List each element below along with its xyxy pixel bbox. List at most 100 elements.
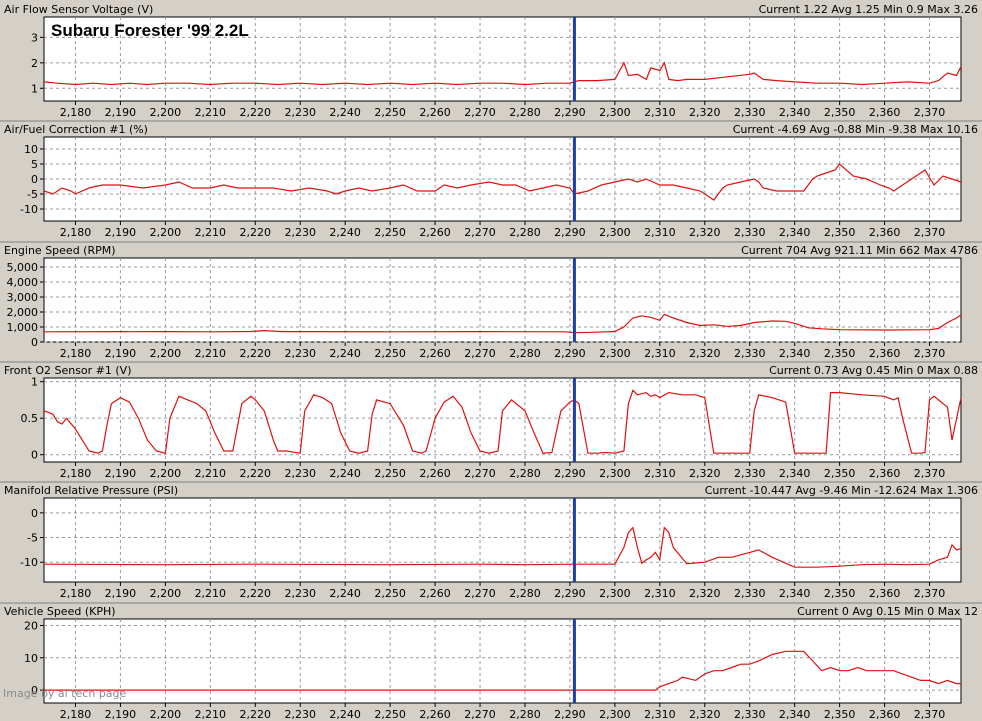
- y-tick-label: 2,000: [7, 306, 39, 319]
- y-tick-label: 5: [31, 158, 38, 171]
- x-tick-label: 2,330: [734, 467, 766, 480]
- x-tick-label: 2,290: [554, 708, 586, 721]
- x-tick-label: 2,250: [374, 226, 406, 239]
- y-tick-label: -5: [27, 188, 38, 201]
- x-tick-label: 2,260: [419, 708, 451, 721]
- x-tick-label: 2,330: [734, 587, 766, 600]
- x-tick-label: 2,310: [644, 708, 676, 721]
- x-tick-label: 2,190: [105, 347, 137, 360]
- x-tick-label: 2,350: [824, 587, 856, 600]
- x-tick-label: 2,310: [644, 226, 676, 239]
- x-tick-label: 2,250: [374, 708, 406, 721]
- y-tick-label: 0: [31, 507, 38, 520]
- x-tick-label: 2,190: [105, 467, 137, 480]
- y-tick-label: 2: [31, 57, 38, 70]
- x-tick-label: 2,250: [374, 467, 406, 480]
- x-tick-label: 2,180: [60, 587, 92, 600]
- x-tick-label: 2,370: [914, 467, 946, 480]
- x-tick-label: 2,270: [464, 347, 496, 360]
- x-tick-label: 2,260: [419, 106, 451, 119]
- x-tick-label: 2,280: [509, 708, 541, 721]
- x-tick-label: 2,290: [554, 106, 586, 119]
- y-tick-label: 0: [31, 336, 38, 349]
- x-tick-label: 2,220: [240, 467, 272, 480]
- x-tick-label: 2,320: [689, 347, 721, 360]
- panel-title: Manifold Relative Pressure (PSI): [4, 484, 178, 497]
- series-line: [43, 389, 962, 454]
- x-tick-label: 2,180: [60, 467, 92, 480]
- x-tick-label: 2,360: [869, 106, 901, 119]
- x-tick-label: 2,300: [599, 106, 631, 119]
- x-tick-label: 2,370: [914, 226, 946, 239]
- panel-title: Vehicle Speed (KPH): [4, 605, 116, 618]
- x-tick-label: 2,360: [869, 587, 901, 600]
- x-tick-label: 2,370: [914, 708, 946, 721]
- x-tick-label: 2,300: [599, 467, 631, 480]
- x-tick-label: 2,180: [60, 226, 92, 239]
- chart-main-title: Subaru Forester '99 2.2L: [51, 21, 249, 40]
- x-tick-label: 2,200: [150, 708, 182, 721]
- x-tick-label: 2,240: [329, 106, 361, 119]
- x-tick-label: 2,180: [60, 106, 92, 119]
- x-tick-label: 2,330: [734, 106, 766, 119]
- x-tick-label: 2,330: [734, 708, 766, 721]
- x-tick-label: 2,210: [195, 226, 227, 239]
- y-tick-label: 10: [24, 652, 38, 665]
- x-tick-label: 2,370: [914, 347, 946, 360]
- x-tick-label: 2,220: [240, 106, 272, 119]
- x-tick-label: 2,230: [284, 106, 316, 119]
- x-tick-label: 2,280: [509, 587, 541, 600]
- x-tick-label: 2,300: [599, 708, 631, 721]
- x-tick-label: 2,370: [914, 587, 946, 600]
- x-tick-label: 2,320: [689, 106, 721, 119]
- x-tick-label: 2,250: [374, 587, 406, 600]
- y-tick-label: 0: [31, 449, 38, 462]
- x-tick-label: 2,260: [419, 226, 451, 239]
- x-tick-label: 2,340: [779, 347, 811, 360]
- x-tick-label: 2,280: [509, 347, 541, 360]
- x-tick-label: 2,290: [554, 587, 586, 600]
- x-tick-label: 2,240: [329, 587, 361, 600]
- x-tick-label: 2,330: [734, 226, 766, 239]
- x-tick-label: 2,270: [464, 106, 496, 119]
- x-tick-label: 2,200: [150, 106, 182, 119]
- x-tick-label: 2,210: [195, 467, 227, 480]
- y-tick-label: 1: [31, 82, 38, 95]
- x-tick-label: 2,360: [869, 347, 901, 360]
- panel-stats: Current 0 Avg 0.15 Min 0 Max 12: [797, 605, 978, 618]
- x-tick-label: 2,240: [329, 226, 361, 239]
- y-tick-label: -10: [20, 556, 38, 569]
- x-tick-label: 2,340: [779, 106, 811, 119]
- x-tick-label: 2,320: [689, 587, 721, 600]
- panel-stats: Current 704 Avg 921.11 Min 662 Max 4786: [741, 244, 978, 257]
- series-line: [43, 526, 962, 568]
- x-tick-label: 2,310: [644, 106, 676, 119]
- series-line: [43, 313, 962, 334]
- x-tick-label: 2,340: [779, 467, 811, 480]
- x-tick-label: 2,300: [599, 226, 631, 239]
- x-tick-label: 2,330: [734, 347, 766, 360]
- x-tick-label: 2,190: [105, 226, 137, 239]
- x-tick-label: 2,360: [869, 708, 901, 721]
- x-tick-label: 2,300: [599, 347, 631, 360]
- x-tick-label: 2,200: [150, 587, 182, 600]
- y-tick-label: -5: [27, 532, 38, 545]
- x-tick-label: 2,190: [105, 708, 137, 721]
- x-tick-label: 2,350: [824, 347, 856, 360]
- x-tick-label: 2,220: [240, 708, 272, 721]
- y-tick-label: 4,000: [7, 276, 39, 289]
- x-tick-label: 2,350: [824, 708, 856, 721]
- panel-title: Air Flow Sensor Voltage (V): [4, 3, 153, 16]
- x-tick-label: 2,240: [329, 347, 361, 360]
- y-tick-label: 0: [31, 684, 38, 697]
- series-line: [44, 650, 961, 691]
- x-tick-label: 2,250: [374, 106, 406, 119]
- y-tick-label: 3: [31, 31, 38, 44]
- x-tick-label: 2,260: [419, 347, 451, 360]
- x-tick-label: 2,220: [240, 587, 272, 600]
- panel-stats: Current -10.447 Avg -9.46 Min -12.624 Ma…: [705, 484, 978, 497]
- x-tick-label: 2,220: [240, 226, 272, 239]
- x-tick-label: 2,260: [419, 467, 451, 480]
- plot-area: [43, 377, 962, 463]
